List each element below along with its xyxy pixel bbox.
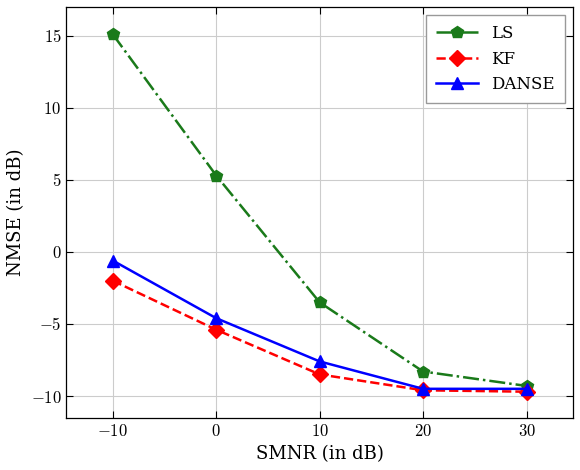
LS — [523, 383, 530, 389]
KF — [523, 389, 530, 394]
KF — [316, 372, 323, 377]
Line: LS: LS — [107, 28, 533, 392]
DANSE — [316, 359, 323, 364]
LS — [419, 368, 426, 374]
Legend: LS, KF, DANSE: LS, KF, DANSE — [426, 16, 565, 103]
KF — [213, 327, 220, 333]
Line: DANSE: DANSE — [107, 254, 533, 395]
KF — [109, 278, 116, 283]
Y-axis label: NMSE (in dB): NMSE (in dB) — [7, 149, 25, 276]
KF — [419, 387, 426, 393]
Line: KF: KF — [107, 275, 532, 397]
DANSE — [419, 386, 426, 392]
X-axis label: SMNR (in dB): SMNR (in dB) — [256, 445, 383, 463]
LS — [109, 31, 116, 37]
LS — [316, 299, 323, 305]
DANSE — [213, 315, 220, 321]
LS — [213, 173, 220, 179]
DANSE — [523, 386, 530, 392]
DANSE — [109, 258, 116, 263]
